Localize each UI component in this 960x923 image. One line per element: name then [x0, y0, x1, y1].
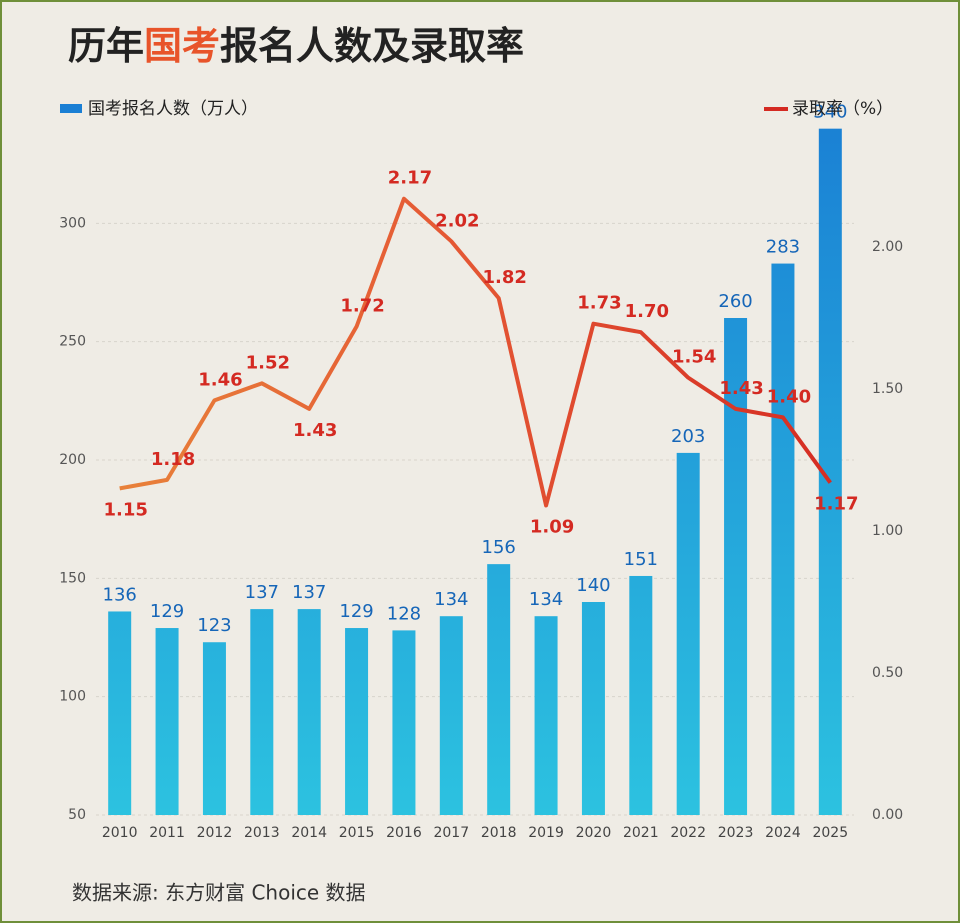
y-tick-label: 250 — [59, 334, 86, 350]
legend-swatch — [60, 104, 82, 113]
line-value-label: 1.72 — [340, 296, 384, 317]
bar — [202, 642, 226, 815]
bar — [629, 575, 653, 815]
bar — [392, 630, 416, 815]
bar — [724, 318, 748, 815]
bar-value-label: 128 — [387, 603, 421, 624]
y2-tick-label: 0.00 — [872, 807, 903, 823]
bar-value-label: 137 — [245, 582, 279, 603]
y-tick-label: 100 — [59, 689, 86, 705]
bar — [581, 602, 605, 815]
y-tick-label: 50 — [68, 807, 86, 823]
y2-tick-label: 2.00 — [872, 239, 903, 255]
bar — [771, 263, 795, 816]
line-value-label: 1.54 — [672, 347, 716, 368]
x-tick-label: 2023 — [718, 825, 754, 841]
title-part: 历年 — [68, 24, 144, 68]
bar — [345, 628, 369, 815]
y2-tick-label: 1.00 — [872, 523, 903, 539]
line-value-label: 1.18 — [151, 449, 195, 470]
x-tick-label: 2016 — [386, 825, 422, 841]
bar — [250, 609, 274, 815]
line-value-label: 1.52 — [246, 352, 290, 373]
y2-tick-label: 1.50 — [872, 381, 903, 397]
bar-value-label: 340 — [813, 102, 847, 123]
x-tick-label: 2019 — [528, 825, 564, 841]
bar-value-label: 283 — [766, 237, 800, 258]
line-value-label: 2.17 — [388, 168, 432, 189]
x-tick-label: 2018 — [481, 825, 517, 841]
line-value-label: 1.43 — [293, 420, 337, 441]
x-tick-label: 2021 — [623, 825, 659, 841]
bar-value-label: 140 — [576, 575, 610, 596]
bar — [818, 128, 842, 815]
bar-value-label: 137 — [292, 582, 326, 603]
line-value-label: 1.73 — [577, 293, 621, 314]
line-value-label: 1.15 — [103, 499, 147, 520]
x-tick-label: 2020 — [576, 825, 612, 841]
bar-value-label: 129 — [339, 601, 373, 622]
line-value-label: 1.46 — [198, 369, 242, 390]
source: 数据来源: 东方财富 Choice 数据 — [72, 881, 366, 905]
x-tick-label: 2015 — [339, 825, 375, 841]
line — [119, 196, 832, 508]
bar-value-label: 260 — [718, 291, 752, 312]
bar — [534, 616, 558, 815]
line-value-label: 1.09 — [530, 516, 574, 537]
chart-title: 历年国考报名人数及录取率 — [68, 24, 524, 68]
line-value-label: 2.02 — [435, 210, 479, 231]
bar — [676, 452, 700, 815]
bar — [155, 628, 179, 815]
x-tick-label: 2011 — [149, 825, 185, 841]
bar-value-label: 203 — [671, 426, 705, 447]
x-tick-label: 2013 — [244, 825, 280, 841]
title-part: 报名人数及录取率 — [220, 24, 524, 68]
y-tick-label: 200 — [59, 452, 86, 468]
bar — [487, 564, 511, 815]
line-value-label: 1.40 — [767, 386, 811, 407]
bar-value-label: 134 — [529, 589, 563, 610]
line-value-label: 1.43 — [719, 378, 763, 399]
x-tick-label: 2022 — [670, 825, 706, 841]
bar — [108, 611, 132, 815]
line-value-label: 1.82 — [482, 267, 526, 288]
x-tick-label: 2012 — [197, 825, 233, 841]
x-tick-label: 2010 — [102, 825, 138, 841]
bar-value-label: 123 — [197, 615, 231, 636]
bar — [297, 609, 321, 815]
bar-value-label: 136 — [103, 584, 137, 605]
line-value-label: 1.70 — [625, 301, 669, 322]
line-value-label: 1.17 — [814, 494, 858, 515]
legend-label: 国考报名人数（万人） — [88, 99, 258, 119]
y2-tick-label: 0.50 — [872, 665, 903, 681]
bar — [439, 616, 463, 815]
x-tick-label: 2017 — [433, 825, 469, 841]
y-tick-label: 150 — [59, 570, 86, 586]
x-tick-label: 2024 — [765, 825, 801, 841]
bar-value-label: 156 — [482, 537, 516, 558]
title-part: 国考 — [144, 24, 220, 68]
bar-value-label: 151 — [624, 549, 658, 570]
y-tick-label: 300 — [59, 215, 86, 231]
x-tick-label: 2025 — [812, 825, 848, 841]
x-tick-label: 2014 — [291, 825, 327, 841]
bar-value-label: 129 — [150, 601, 184, 622]
bar-value-label: 134 — [434, 589, 468, 610]
legend-label: 录取率（%） — [792, 99, 893, 119]
